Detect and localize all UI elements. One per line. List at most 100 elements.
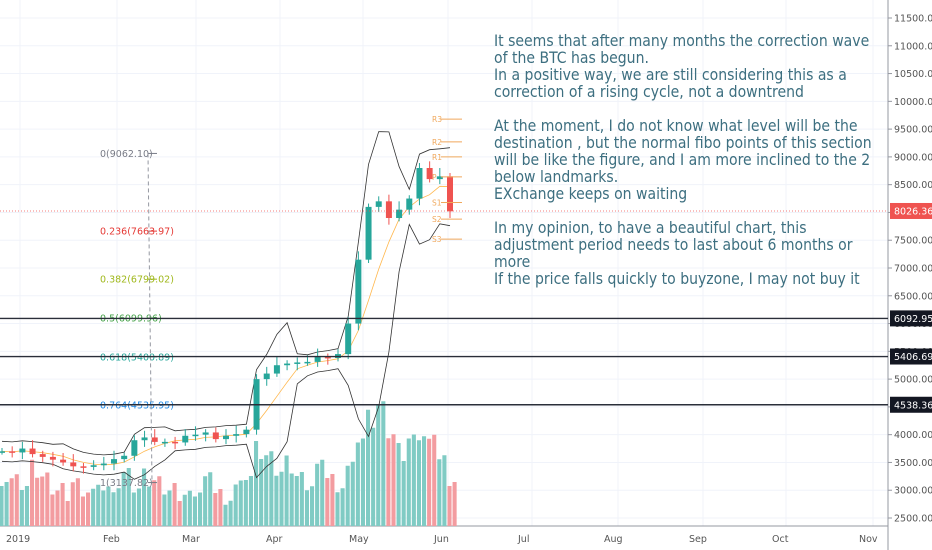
volume-bar xyxy=(391,434,396,526)
y-tick-label: 9500.00 xyxy=(894,125,932,136)
y-tick-label: 3000.00 xyxy=(894,486,932,497)
volume-bar xyxy=(376,405,381,526)
candle-body xyxy=(284,363,291,366)
volume-bar xyxy=(243,480,248,526)
volume-bar xyxy=(106,486,111,526)
volume-bar xyxy=(30,459,35,526)
volume-bar xyxy=(96,484,101,526)
fib-level-label: 0(9062.10) xyxy=(100,149,153,160)
candle-body xyxy=(80,466,87,468)
volume-bar xyxy=(294,476,299,526)
volume-bar xyxy=(19,490,24,526)
volume-bar xyxy=(320,459,325,526)
y-tick-label: 7500.00 xyxy=(894,236,932,247)
volume-bar xyxy=(167,490,172,526)
volume-bar xyxy=(0,486,4,526)
volume-bar xyxy=(238,480,243,526)
volume-bar xyxy=(299,472,304,526)
last-price-tag-label: 8026.36 xyxy=(894,206,932,217)
volume-bar xyxy=(416,440,421,526)
volume-bar xyxy=(228,500,233,526)
volume-bar xyxy=(259,459,264,526)
x-tick-label: Nov xyxy=(859,534,878,545)
candle-body xyxy=(121,455,128,460)
y-tick-label: 7000.00 xyxy=(894,264,932,275)
volume-bar xyxy=(447,486,452,526)
analysis-note: It seems that after many months the corr… xyxy=(494,33,874,288)
y-tick-label: 3500.00 xyxy=(894,458,932,469)
volume-bar xyxy=(396,443,401,526)
x-tick-label: Oct xyxy=(772,534,789,545)
fib-level-label: 0.236(7663.97) xyxy=(100,227,174,238)
volume-bar xyxy=(452,482,457,526)
volume-bar xyxy=(330,474,335,526)
y-tick-label: 2500.00 xyxy=(894,514,932,525)
volume-bar xyxy=(131,492,136,526)
candle-body xyxy=(131,440,138,456)
volume-bar xyxy=(24,486,29,526)
candle-body xyxy=(29,448,36,455)
volume-bar xyxy=(366,409,371,526)
volume-bar xyxy=(304,490,309,526)
volume-bar xyxy=(355,442,360,526)
x-tick-label: Mar xyxy=(182,534,200,545)
volume-bar xyxy=(126,468,131,526)
volume-bar xyxy=(310,486,315,526)
x-tick-label: May xyxy=(349,534,369,545)
pivot-label: P xyxy=(432,173,437,182)
price-tag-label: 6092.95 xyxy=(894,314,932,325)
last-price-tag-bg xyxy=(890,202,932,219)
pivot-label: R3 xyxy=(432,115,442,124)
volume-bar xyxy=(172,483,177,526)
price-tag-bg xyxy=(890,348,932,365)
x-tick-label: Apr xyxy=(266,534,283,545)
candle-body xyxy=(406,198,413,210)
volume-bar xyxy=(55,490,60,526)
volume-bar xyxy=(432,434,437,526)
pivot-label: S2 xyxy=(432,215,442,224)
volume-bar xyxy=(401,461,406,526)
candle-body xyxy=(141,437,148,441)
volume-bar xyxy=(60,483,65,526)
x-tick-label: Jul xyxy=(517,534,529,545)
volume-bar xyxy=(40,476,45,526)
candle-body xyxy=(151,437,158,442)
note-paragraph-3: In my opinion, to have a beautiful chart… xyxy=(494,219,860,288)
y-tick-label: 6500.00 xyxy=(894,291,932,302)
y-tick-label: 11000.00 xyxy=(894,41,932,52)
volume-bar xyxy=(45,472,50,526)
y-tick-label: 9000.00 xyxy=(894,152,932,163)
volume-bar xyxy=(335,492,340,526)
volume-bar xyxy=(187,490,192,526)
volume-bar xyxy=(248,476,253,526)
volume-bar xyxy=(147,486,152,526)
y-tick-label: 5000.00 xyxy=(894,375,932,386)
volume-bar xyxy=(4,482,9,526)
volume-bar xyxy=(213,493,218,526)
candle-body xyxy=(426,168,433,180)
price-tag-label: 4538.36 xyxy=(894,400,932,411)
volume-bar xyxy=(422,436,427,526)
candle-body xyxy=(385,201,392,218)
y-tick-label: 4000.00 xyxy=(894,430,932,441)
volume-bar xyxy=(442,455,447,526)
candle-body xyxy=(304,361,311,364)
candle-body xyxy=(70,462,77,467)
fib-level-label: 0.382(6799.02) xyxy=(100,275,174,286)
volume-bar xyxy=(177,501,182,526)
volume-bar xyxy=(86,492,91,526)
candle-body xyxy=(273,365,280,374)
volume-bar xyxy=(50,494,55,526)
volume-bar xyxy=(284,455,289,526)
candle-body xyxy=(396,209,403,218)
candle-body xyxy=(294,362,301,364)
volume-bar xyxy=(203,476,208,526)
bollinger-lower xyxy=(1,223,451,480)
candle-body xyxy=(436,176,443,180)
volume-bar xyxy=(315,463,320,526)
volume-bar xyxy=(223,504,228,526)
volume-bar xyxy=(121,472,126,526)
candle-body xyxy=(324,356,331,359)
volume-bar xyxy=(91,488,96,526)
